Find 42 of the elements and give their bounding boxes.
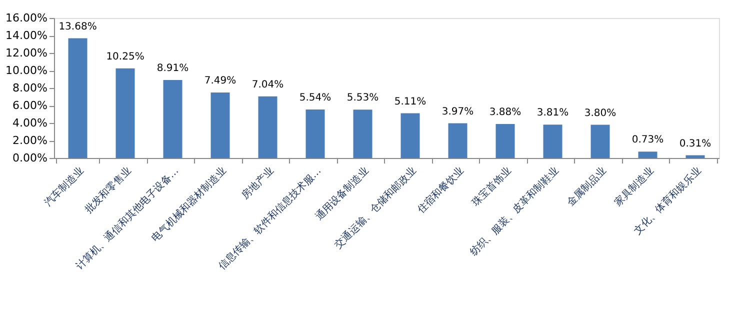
x-tick-label: 金属制品业 bbox=[564, 164, 609, 209]
data-label: 0.31% bbox=[679, 138, 712, 150]
y-tick-label: 16.00% bbox=[6, 12, 48, 24]
y-tick-label: 0.00% bbox=[12, 152, 48, 164]
bar bbox=[686, 155, 705, 158]
data-label: 5.53% bbox=[346, 92, 379, 104]
x-tick-label: 住宿和餐饮业 bbox=[415, 164, 466, 216]
data-label: 3.80% bbox=[584, 108, 616, 119]
y-tick-label: 10.00% bbox=[6, 64, 48, 77]
x-tick-label: 房地产业 bbox=[239, 164, 276, 202]
data-label: 3.88% bbox=[489, 107, 522, 118]
bar bbox=[638, 152, 658, 158]
y-tick-label: 2.00% bbox=[12, 134, 48, 147]
bar bbox=[496, 124, 515, 158]
y-tick-label: 6.00% bbox=[12, 99, 48, 112]
x-tick-label: 家具制造业 bbox=[612, 164, 656, 209]
bar bbox=[400, 113, 420, 158]
data-label: 5.11% bbox=[394, 96, 426, 108]
bar bbox=[590, 124, 610, 158]
y-tick-label: 14.00% bbox=[6, 29, 48, 42]
x-tick-label: 珠宝首饰业 bbox=[470, 164, 514, 209]
data-label: 7.49% bbox=[204, 75, 236, 86]
data-label: 13.68% bbox=[58, 21, 97, 32]
data-label: 3.81% bbox=[536, 108, 569, 119]
data-label: 5.54% bbox=[299, 92, 332, 104]
data-label: 8.91% bbox=[156, 63, 189, 74]
bar bbox=[116, 68, 135, 158]
bar bbox=[448, 123, 468, 158]
data-label: 0.73% bbox=[632, 134, 664, 146]
y-tick-label: 4.00% bbox=[12, 116, 48, 130]
bar bbox=[353, 110, 372, 158]
y-tick-label: 12.00% bbox=[6, 46, 48, 60]
bar bbox=[306, 110, 325, 158]
bar bbox=[543, 124, 562, 158]
data-label: 7.04% bbox=[252, 79, 284, 90]
bar bbox=[258, 96, 278, 158]
bar bbox=[163, 80, 182, 158]
data-label: 3.97% bbox=[442, 106, 474, 118]
y-tick-label: 8.00% bbox=[12, 82, 48, 94]
bar bbox=[210, 92, 230, 158]
bar bbox=[68, 38, 88, 158]
data-label: 10.25% bbox=[106, 51, 144, 62]
